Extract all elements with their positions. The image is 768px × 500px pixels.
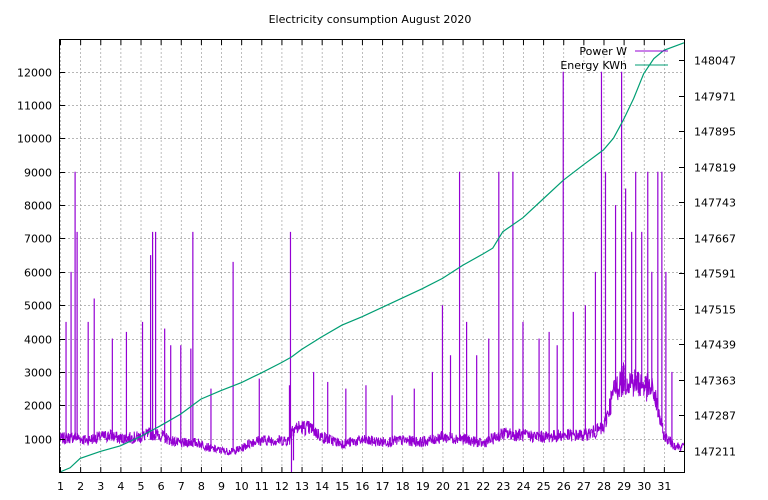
- series-layer: [59, 42, 685, 473]
- x-tick-label: 18: [396, 480, 410, 493]
- x-tick-label: 11: [255, 480, 269, 493]
- y-right-tick-label: 147895: [694, 126, 736, 139]
- y-right-tick-label: 147363: [694, 375, 736, 388]
- legend-label-energy: Energy KWh: [560, 59, 627, 72]
- y-right-tick-label: 147743: [694, 197, 736, 210]
- y-right-tick-label: 147971: [694, 91, 736, 104]
- grid: [60, 40, 684, 472]
- x-tick-label: 27: [577, 480, 591, 493]
- legend: Power W Energy KWh: [560, 45, 668, 72]
- y-left-tick-label: 2000: [24, 400, 52, 413]
- x-tick-label: 5: [138, 480, 145, 493]
- x-tick-label: 19: [416, 480, 430, 493]
- x-tick-label: 2: [77, 480, 84, 493]
- y-right-tick-label: 147819: [694, 162, 736, 175]
- y-right-tick-label: 147211: [694, 446, 736, 459]
- x-tick-label: 30: [637, 480, 651, 493]
- x-tick-label: 15: [335, 480, 349, 493]
- x-tick-label: 8: [198, 480, 205, 493]
- y-left-tick-label: 3000: [24, 367, 52, 380]
- x-tick-label: 3: [97, 480, 104, 493]
- x-tick-label: 7: [178, 480, 185, 493]
- energy-series-line: [59, 42, 685, 473]
- y-left-tick-label: 4000: [24, 334, 52, 347]
- y-left-tick-label: 11000: [17, 100, 52, 113]
- y-right-tick-label: 147591: [694, 268, 736, 281]
- x-tick-label: 29: [617, 480, 631, 493]
- y-left-tick-label: 5000: [24, 300, 52, 313]
- y-left-tick-label: 9000: [24, 167, 52, 180]
- y-right-tick-label: 148047: [694, 55, 736, 68]
- x-tick-label: 24: [516, 480, 530, 493]
- x-tick-label: 20: [436, 480, 450, 493]
- y-right-tick-label: 147667: [694, 233, 736, 246]
- x-tick-label: 21: [456, 480, 470, 493]
- x-tick-label: 12: [275, 480, 289, 493]
- y-left-tick-label: 1000: [24, 434, 52, 447]
- y-right-tick-label: 147515: [694, 304, 736, 317]
- x-tick-label: 26: [557, 480, 571, 493]
- x-tick-label: 4: [117, 480, 124, 493]
- x-tick-label: 9: [218, 480, 225, 493]
- x-tick-label: 22: [476, 480, 490, 493]
- y-left-tick-label: 10000: [17, 133, 52, 146]
- chart-title: Electricity consumption August 2020: [269, 13, 472, 26]
- x-tick-label: 14: [315, 480, 329, 493]
- plot-frame: [59, 39, 685, 473]
- y-left-tick-label: 6000: [24, 267, 52, 280]
- x-tick-label: 1: [57, 480, 64, 493]
- x-tick-label: 6: [158, 480, 165, 493]
- x-tick-label: 10: [235, 480, 249, 493]
- x-tick-label: 13: [295, 480, 309, 493]
- x-tick-label: 25: [537, 480, 551, 493]
- y-left-tick-label: 8000: [24, 200, 52, 213]
- x-tick-label: 23: [496, 480, 510, 493]
- x-tick-label: 31: [657, 480, 671, 493]
- y-right-tick-label: 147439: [694, 339, 736, 352]
- x-tick-label: 16: [355, 480, 369, 493]
- legend-label-power: Power W: [579, 45, 627, 58]
- power-series-line: [59, 362, 685, 456]
- y-right-tick-label: 147287: [694, 410, 736, 423]
- y-left-tick-label: 12000: [17, 67, 52, 80]
- y-left-tick-label: 7000: [24, 233, 52, 246]
- x-tick-label: 28: [597, 480, 611, 493]
- x-tick-label: 17: [376, 480, 390, 493]
- ticks: 1 2 3 4 5 6 7 8 9 10 11 12 13 14 15 16 17 18 19 20 21 22 23 24 2…: [17, 40, 736, 493]
